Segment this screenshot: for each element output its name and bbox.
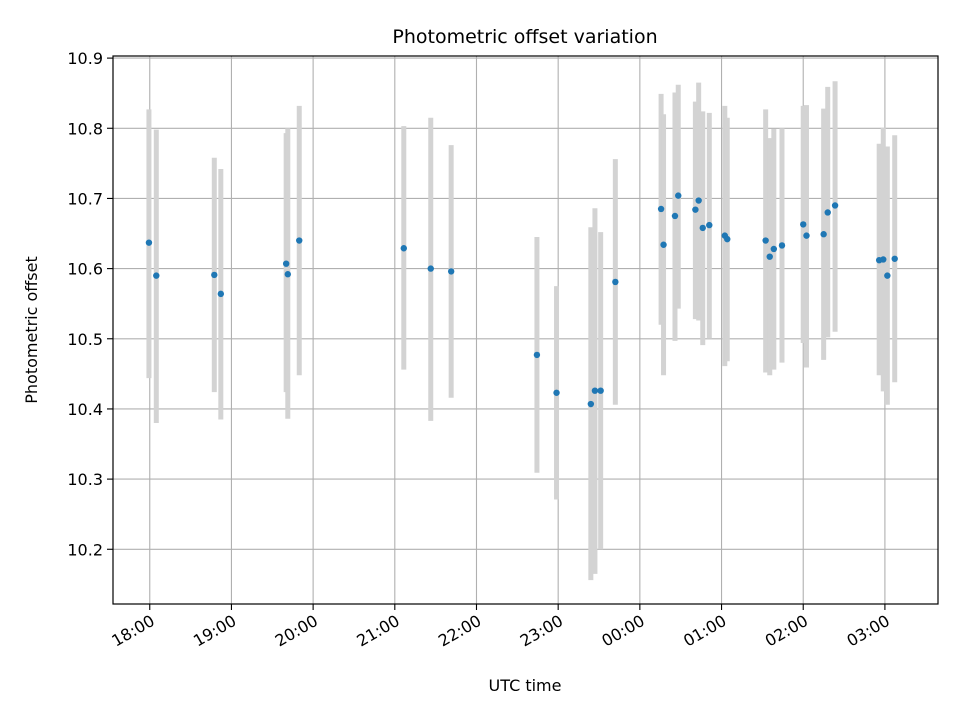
data-point — [692, 206, 699, 213]
data-point — [400, 245, 407, 252]
data-point — [675, 192, 682, 199]
y-tick-label: 10.2 — [67, 540, 103, 559]
data-point — [282, 260, 290, 267]
data-point — [891, 255, 898, 262]
y-tick-label: 10.5 — [67, 330, 103, 349]
data-point — [612, 278, 619, 286]
y-axis-title: Photometric offset — [22, 256, 41, 404]
y-tick-label: 10.4 — [67, 400, 103, 419]
y-tick-label: 10.6 — [67, 260, 103, 279]
data-point — [762, 237, 769, 244]
data-point — [153, 272, 160, 279]
data-point — [657, 205, 665, 213]
data-point — [217, 290, 225, 298]
data-point — [699, 224, 706, 232]
y-tick-label: 10.3 — [67, 470, 103, 489]
data-point — [587, 400, 595, 408]
data-point — [660, 241, 667, 248]
data-point — [597, 387, 604, 394]
grid-lines — [113, 56, 938, 604]
data-point — [803, 232, 810, 239]
data-point — [766, 253, 773, 260]
data-point — [778, 242, 786, 249]
data-point — [695, 197, 702, 204]
y-axis-ticks: 10.2 10.3 10.4 10.5 10.6 10.7 10.8 10.9 — [67, 49, 113, 559]
data-point — [820, 231, 827, 238]
data-point — [591, 387, 599, 394]
data-point — [800, 221, 807, 228]
x-axis-title: UTC time — [489, 676, 562, 695]
y-tick-label: 10.9 — [67, 49, 103, 68]
data-point — [880, 256, 887, 263]
y-tick-label: 10.8 — [67, 119, 103, 138]
data-point — [553, 389, 560, 396]
data-points — [145, 192, 898, 408]
data-point — [296, 237, 303, 244]
data-point — [533, 351, 541, 359]
data-point — [770, 245, 778, 253]
data-point — [284, 271, 292, 278]
data-point — [447, 268, 455, 275]
y-tick-label: 10.7 — [67, 189, 103, 208]
data-point — [211, 271, 218, 279]
data-point — [671, 212, 679, 220]
data-point — [724, 235, 731, 243]
data-point — [824, 209, 831, 216]
data-point — [427, 265, 434, 272]
data-point — [884, 272, 891, 279]
data-point — [831, 202, 839, 209]
data-point — [145, 239, 153, 246]
chart-title: Photometric offset variation — [392, 26, 657, 48]
data-point — [706, 221, 713, 229]
plot-area-frame — [112, 55, 939, 605]
